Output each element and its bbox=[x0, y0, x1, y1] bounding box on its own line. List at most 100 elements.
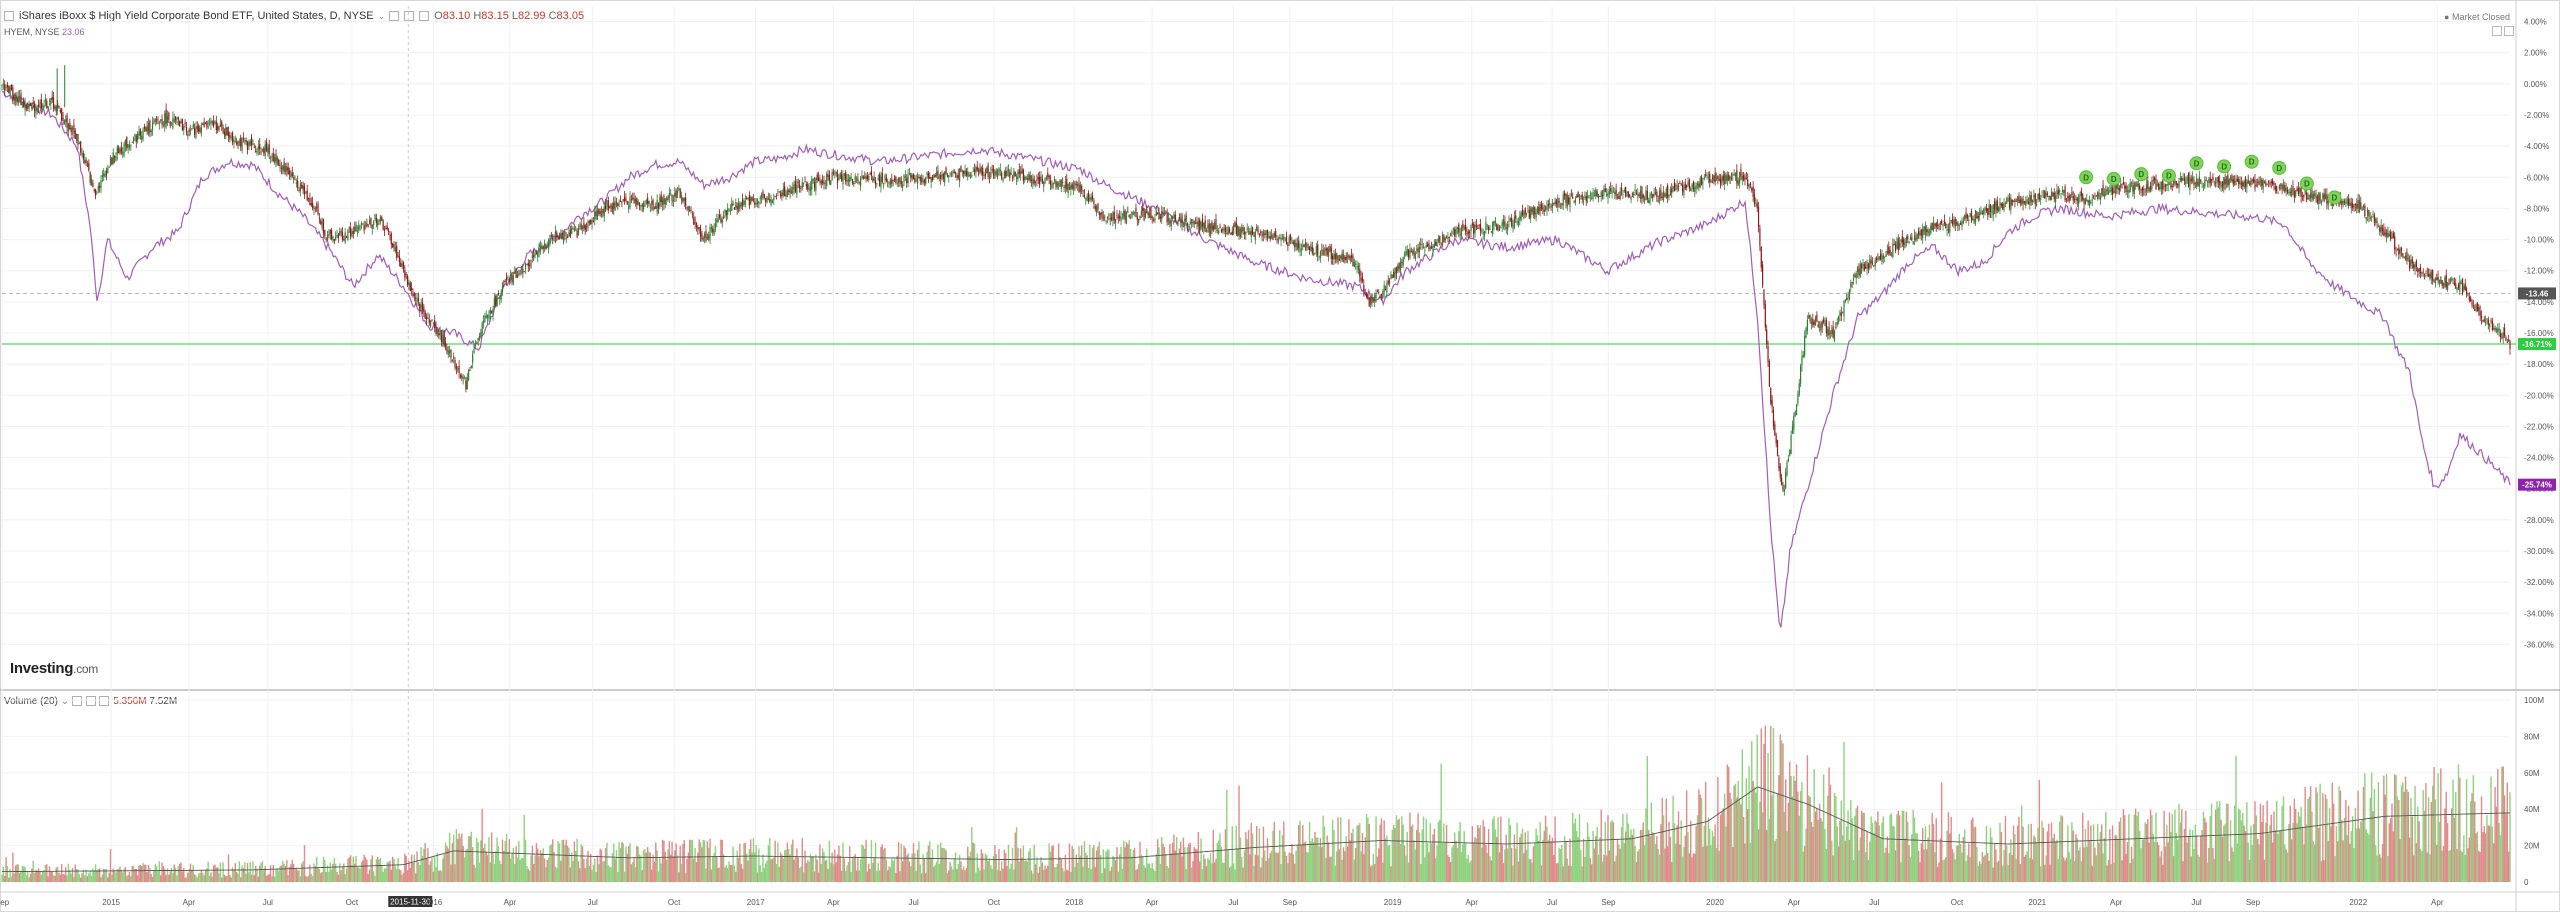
volume-bar bbox=[1508, 817, 1510, 882]
remove-icon[interactable] bbox=[419, 11, 430, 21]
collapse-icon[interactable] bbox=[4, 11, 14, 21]
volume-bar bbox=[827, 869, 829, 882]
volume-bar bbox=[1376, 856, 1379, 882]
candle-body bbox=[651, 201, 653, 205]
volume-bar bbox=[398, 869, 401, 882]
investing-logo: Investing.com bbox=[10, 660, 98, 677]
candle-body bbox=[2092, 196, 2095, 198]
compare-legend[interactable]: HYEM, NYSE 23.06 bbox=[4, 27, 85, 37]
volume-bar bbox=[1165, 853, 1167, 882]
volume-bar bbox=[1189, 842, 1191, 882]
volume-bar bbox=[665, 859, 668, 882]
candle-body bbox=[331, 230, 333, 240]
candle-body bbox=[504, 281, 506, 282]
candle-body bbox=[1204, 220, 1206, 231]
volume-bar bbox=[969, 851, 972, 882]
candle-body bbox=[526, 264, 528, 265]
close-pane-icon[interactable] bbox=[2504, 26, 2514, 36]
compare-value: 23.06 bbox=[62, 27, 85, 37]
candle-body bbox=[124, 140, 127, 146]
candle-body bbox=[2395, 250, 2397, 251]
candle-body bbox=[1865, 266, 1867, 269]
volume-bar bbox=[1464, 843, 1467, 882]
candle-body bbox=[168, 112, 170, 120]
volume-bar bbox=[779, 852, 782, 882]
settings-chevron-icon[interactable]: ⌄ bbox=[377, 10, 386, 21]
x-tick-label: Apr bbox=[504, 898, 517, 907]
x-tick-label: Oct bbox=[668, 898, 681, 907]
volume-bar bbox=[1070, 871, 1072, 882]
candle-body bbox=[887, 181, 889, 183]
candle-body bbox=[12, 87, 14, 99]
volume-bar bbox=[1223, 862, 1225, 882]
dividend-marker-label: D bbox=[2138, 170, 2144, 179]
volume-bar bbox=[90, 875, 93, 882]
volume-bar bbox=[1449, 861, 1452, 882]
candle-body bbox=[1781, 477, 1783, 486]
candle-body bbox=[1783, 488, 1785, 492]
candle-body bbox=[1414, 253, 1416, 259]
candle-body bbox=[2277, 192, 2279, 194]
volume-bar bbox=[1026, 861, 1029, 882]
candle-body bbox=[120, 147, 122, 153]
volume-bar bbox=[416, 851, 418, 882]
volume-bar bbox=[27, 871, 29, 882]
candle-body bbox=[1504, 221, 1506, 227]
candle-body bbox=[2282, 185, 2285, 190]
volume-bar bbox=[549, 845, 551, 882]
volume-bar bbox=[756, 872, 759, 882]
candle-body bbox=[984, 174, 986, 176]
volume-remove-icon[interactable] bbox=[99, 696, 110, 707]
volume-bar bbox=[108, 872, 110, 882]
candle-body bbox=[1705, 174, 1707, 176]
volume-bar bbox=[307, 875, 310, 882]
candle-body bbox=[2411, 259, 2413, 264]
volume-bar bbox=[576, 838, 578, 882]
crosshair-date-label: 2015-11-30 bbox=[390, 898, 431, 907]
candle-body bbox=[740, 202, 742, 207]
candle-body bbox=[1433, 243, 1435, 248]
candle-body bbox=[691, 213, 694, 215]
show-hide-icon[interactable] bbox=[389, 11, 400, 21]
candle-body bbox=[1890, 254, 1893, 256]
volume-bar bbox=[227, 854, 230, 882]
candle-body bbox=[1463, 226, 1465, 230]
volume-bar bbox=[1348, 819, 1350, 882]
compare-series-line bbox=[1, 91, 2511, 628]
volume-show-hide-icon[interactable] bbox=[71, 696, 82, 707]
candle-body bbox=[885, 177, 887, 182]
candle-body bbox=[892, 180, 894, 181]
candle-body bbox=[69, 122, 71, 130]
candle-body bbox=[826, 173, 828, 186]
volume-bar bbox=[229, 875, 231, 882]
volume-bar bbox=[633, 856, 635, 882]
format-icon[interactable] bbox=[404, 11, 415, 21]
volume-bar bbox=[1097, 846, 1099, 882]
volume-bar bbox=[250, 874, 253, 882]
volume-bar bbox=[1350, 832, 1353, 882]
volume-format-icon[interactable] bbox=[85, 696, 96, 707]
candle-body bbox=[368, 219, 371, 224]
candle-body bbox=[1852, 277, 1855, 281]
volume-bar bbox=[1345, 836, 1347, 882]
candle-body bbox=[539, 245, 542, 252]
candle-body bbox=[2229, 177, 2232, 181]
volume-bar bbox=[543, 858, 546, 882]
volume-bar bbox=[197, 873, 200, 882]
candle-body bbox=[468, 370, 470, 380]
candle-body bbox=[461, 375, 463, 378]
candle-body bbox=[2453, 282, 2455, 285]
volume-bar bbox=[1089, 844, 1091, 882]
candle-body bbox=[723, 215, 725, 219]
candle-body bbox=[1615, 189, 1617, 196]
candle-body bbox=[1813, 321, 1815, 325]
candle-body bbox=[1939, 222, 1941, 225]
candle-body bbox=[1942, 223, 1944, 227]
volume-chevron-icon[interactable]: ⌄ bbox=[60, 696, 70, 707]
volume-bar bbox=[572, 861, 574, 882]
candle-body bbox=[1393, 272, 1395, 278]
maximize-pane-icon[interactable] bbox=[2492, 26, 2502, 36]
candle-body bbox=[1805, 328, 1807, 338]
candle-body bbox=[950, 173, 953, 175]
